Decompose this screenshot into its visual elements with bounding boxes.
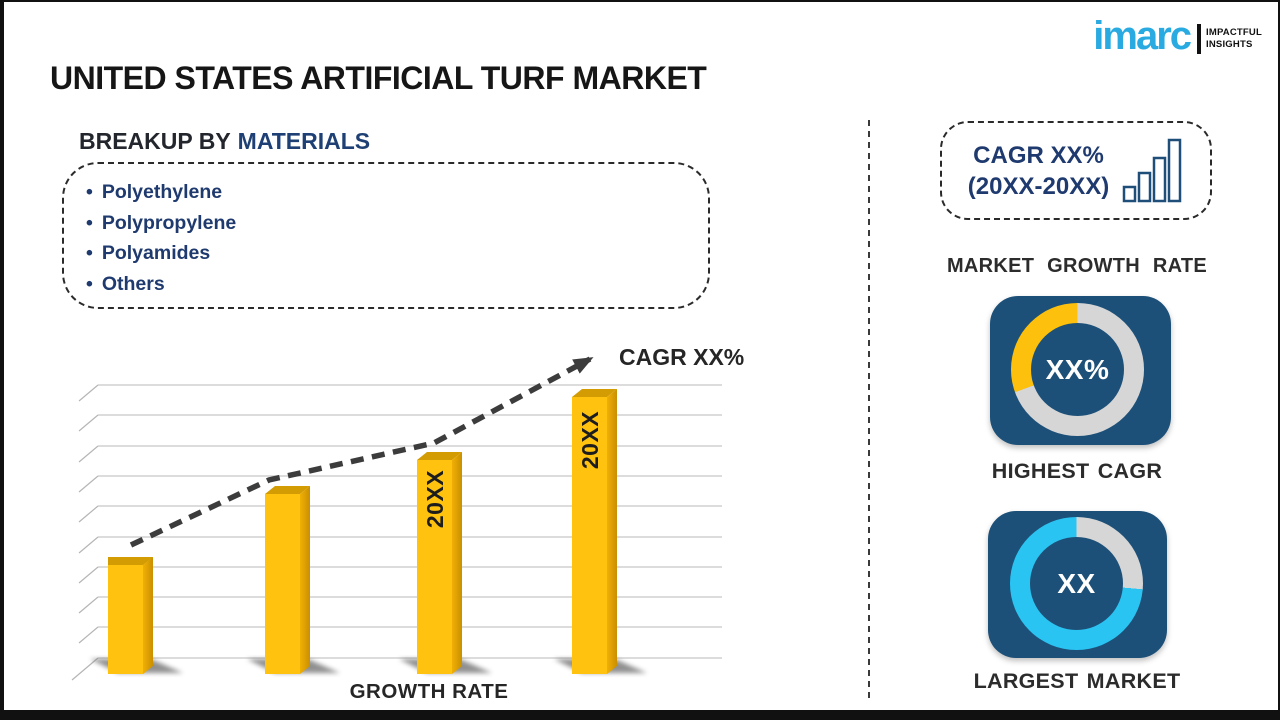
imarc-logo: imarc IMPACTFUL INSIGHTS <box>1093 16 1262 56</box>
bar-year-label: 20XX <box>422 469 448 529</box>
bar-20xx-b <box>572 389 617 674</box>
trend-arrow-label: CAGR XX% <box>619 344 745 370</box>
list-item: Polyamides <box>86 238 708 269</box>
cagr-value-line: CAGR XX% <box>973 141 1104 169</box>
market-growth-rate-caption: MARKET GROWTH RATE <box>946 255 1208 277</box>
cagr-period-line: (20XX-20XX) <box>967 172 1110 200</box>
materials-list: Polyethylene Polypropylene Polyamides Ot… <box>64 164 708 299</box>
largest-market-tile: XX <box>988 511 1167 658</box>
logo-tagline-line1: IMPACTFUL <box>1206 26 1262 38</box>
breakup-heading-highlight: MATERIALS <box>237 128 371 154</box>
highest-cagr-tile: XX% <box>990 296 1171 445</box>
largest-market-value: XX <box>1057 567 1096 599</box>
page-title: UNITED STATES ARTIFICIAL TURF MARKET <box>50 60 707 96</box>
logo-divider <box>1197 24 1202 54</box>
section-divider <box>868 120 870 700</box>
list-item: Polypropylene <box>86 208 708 239</box>
largest-market-donut: XX <box>1010 517 1143 650</box>
growth-bar-chart <box>71 356 722 681</box>
bar-year-label: 20XX <box>577 410 603 470</box>
breakup-heading-prefix: BREAKUP BY <box>79 128 231 154</box>
chart-wall-ticks <box>71 384 99 681</box>
breakup-heading: BREAKUP BY MATERIALS <box>79 128 370 155</box>
bar-shadows <box>90 659 647 673</box>
chart-gridlines <box>98 384 722 659</box>
highest-cagr-donut: XX% <box>1011 303 1144 436</box>
bar-20xx-a <box>417 452 462 674</box>
cagr-summary-text: CAGR XX% (20XX-20XX) <box>968 140 1109 202</box>
ascending-bars-icon <box>1122 138 1182 202</box>
chart-x-axis-label: GROWTH RATE <box>349 680 509 703</box>
logo-wordmark: imarc <box>1093 14 1192 58</box>
highest-cagr-value: XX% <box>1045 353 1110 385</box>
list-item: Polyethylene <box>86 177 708 208</box>
breakup-box: Polyethylene Polypropylene Polyamides Ot… <box>62 162 710 309</box>
cagr-summary-box: CAGR XX% (20XX-20XX) <box>940 121 1212 220</box>
logo-tagline: IMPACTFUL INSIGHTS <box>1206 27 1262 52</box>
highest-cagr-caption: HIGHEST CAGR <box>991 459 1163 483</box>
logo-tagline-line2: INSIGHTS <box>1206 39 1253 50</box>
trend-arrow <box>129 356 594 548</box>
bar-2019 <box>108 557 153 674</box>
list-item: Others <box>86 269 708 300</box>
largest-market-caption: LARGEST MARKET <box>973 669 1181 693</box>
bar-2020 <box>265 486 310 674</box>
bottom-border-bar <box>4 710 1278 720</box>
